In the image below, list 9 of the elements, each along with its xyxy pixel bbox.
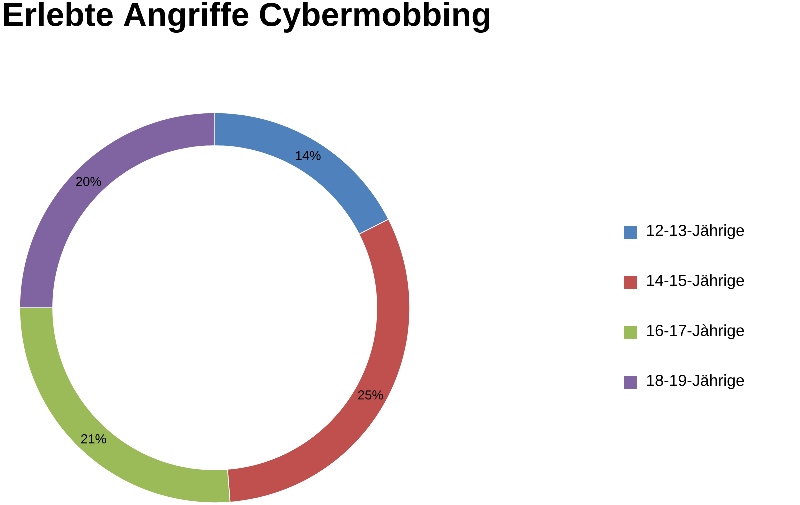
legend-label: 12-13-Jährige: [647, 224, 744, 240]
data-label: 25%: [358, 390, 384, 400]
legend-label: 16-17-Jàhrige: [647, 324, 744, 340]
data-label: 14%: [296, 151, 321, 160]
data-label: 20%: [76, 177, 102, 186]
data-label: 21%: [81, 434, 106, 444]
legend-label: 14-15-Jährige: [647, 274, 744, 290]
chart-title: Erlebte Angriffe Cybermobbing: [4, 2, 490, 34]
legend-label: 18-19-Jährige: [647, 374, 744, 390]
